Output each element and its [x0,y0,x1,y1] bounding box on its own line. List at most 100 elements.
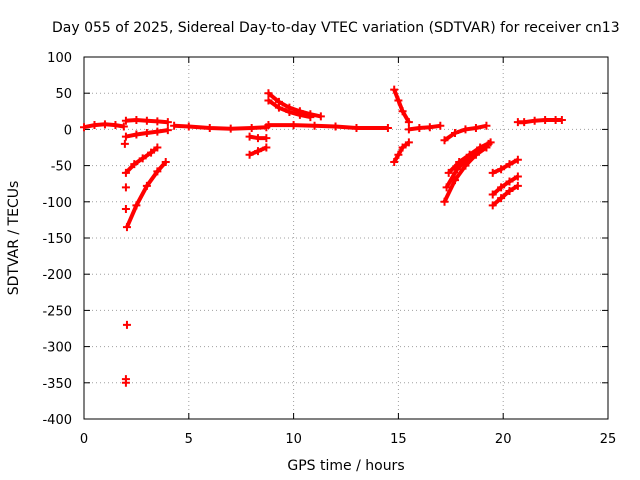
data-point [352,123,361,132]
series-near-zero-band-3 [170,121,271,133]
series-line [491,158,519,175]
data-point [147,148,156,157]
data-point [436,121,445,130]
data-point [442,183,451,192]
data-point [132,115,141,124]
y-tick-label: 0 [64,123,72,138]
data-point [497,183,506,192]
axis-ticks: 0 5 10 15 20 25 100 50 0 -50 -100 -150 -200 -250 -300 -… [42,51,616,447]
series-line [392,140,411,163]
data-point [505,186,514,195]
data-point [80,123,88,132]
data-point [264,89,273,98]
data-point [170,121,179,130]
series-cluster-19-5-20-8-a [488,155,522,177]
data-point [121,205,130,214]
data-point [245,132,254,141]
data-point [121,378,130,387]
data-point [130,160,139,169]
data-point [398,107,407,116]
series-flat-band-9-14 [264,121,392,132]
data-point [415,123,424,132]
series-line [392,88,411,124]
y-tick-label: -300 [42,341,72,356]
data-point [122,320,131,329]
data-point [488,168,497,177]
data-point [163,118,172,127]
data-series [80,85,566,387]
data-point [90,121,99,130]
series-cluster-19-5-20-8-b [488,181,522,210]
x-tick-label: 20 [495,432,512,447]
data-point [142,181,151,190]
data-point [465,150,474,159]
grid [84,57,608,419]
data-point [331,122,340,131]
y-tick-label: -400 [42,413,72,428]
series-near-zero-band-2 [121,115,172,127]
data-point [398,143,407,152]
data-point [383,123,392,132]
chart-title: Day 055 of 2025, Sidereal Day-to-day VTE… [52,20,620,36]
series-descending-2-3 [121,126,172,141]
data-point [440,197,449,206]
data-point [264,121,273,130]
data-point [264,96,273,105]
data-point [132,130,141,139]
data-point [306,113,315,122]
x-tick-label: 10 [285,432,302,447]
data-point [404,118,413,127]
data-point [513,181,522,190]
series-cluster-17-19-c [440,121,491,145]
data-point [142,129,151,138]
series-near-zero-15-17 [404,121,445,134]
data-point [486,138,495,147]
data-point [153,127,162,136]
data-point [404,138,413,147]
data-point [394,150,403,159]
data-point [100,120,109,129]
data-point [121,116,130,125]
x-tick-label: 15 [390,432,407,447]
series-dip-2-1-4 [122,157,170,232]
data-point [289,121,298,130]
y-axis-label: SDTVAR / TECUs [6,181,22,296]
data-point [138,154,147,163]
data-point [513,155,522,164]
data-point [450,129,459,138]
series-8h-drop [245,143,271,159]
data-point [121,168,130,177]
data-point [153,167,162,176]
series-line [491,174,519,197]
data-point [253,134,262,143]
y-tick-label: -100 [42,196,72,211]
series-dip-2-3-5 [121,143,162,177]
x-tick-label: 25 [600,432,617,447]
data-point [541,115,550,124]
series-line [491,184,519,207]
series-line [124,145,159,175]
series-rising-arc-8-8-11-b [264,96,315,122]
data-point [444,168,453,177]
data-point [245,150,254,159]
data-point [226,124,235,133]
y-tick-label: -350 [42,377,72,392]
data-point [153,143,162,152]
data-point [488,190,497,199]
data-point [530,116,539,125]
y-tick-label: -200 [42,268,72,283]
series-late-20-7-22-8 [513,115,566,127]
series-isolated-2-0 [120,139,131,387]
data-point [310,121,319,130]
series-line [408,123,441,132]
data-point [404,125,413,134]
data-point [497,194,506,203]
data-point [513,172,522,181]
data-point [184,122,193,131]
data-point [119,122,128,131]
data-point [390,85,399,94]
data-point [295,110,304,119]
data-point [497,165,506,174]
data-point [461,125,470,134]
